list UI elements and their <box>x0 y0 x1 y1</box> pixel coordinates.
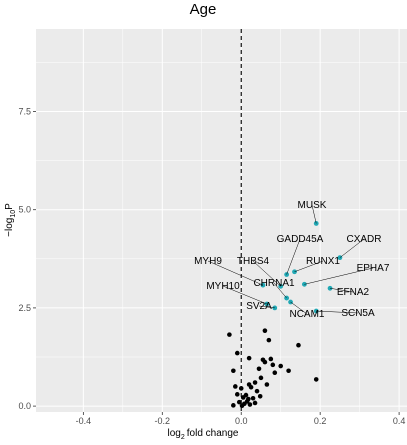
data-point <box>250 395 256 401</box>
data-point <box>270 362 276 368</box>
data-point <box>254 388 260 394</box>
data-point <box>247 402 253 407</box>
y-axis-label-rest: P <box>4 203 15 210</box>
point-label: THBS4 <box>237 256 270 267</box>
x-axis-label: log2 fold change <box>168 428 239 440</box>
data-point <box>233 384 238 389</box>
point-label: NCAM1 <box>289 309 324 320</box>
label-leader-line <box>304 267 374 285</box>
label-leader-line <box>258 305 275 309</box>
data-point <box>234 350 240 356</box>
point-label: GADD45A <box>277 234 324 245</box>
label-leader-line <box>222 285 267 305</box>
point-label: MUSK <box>298 200 327 211</box>
y-tick-label: 0.0 <box>18 401 31 411</box>
data-point <box>258 375 264 381</box>
x-tick-label: 0.2 <box>314 416 327 426</box>
x-tick-label: 0.0 <box>235 416 248 426</box>
data-point <box>286 368 291 374</box>
y-tick-label: 7.5 <box>18 106 31 116</box>
data-point <box>296 342 301 348</box>
y-tick-label: 2.5 <box>18 303 31 313</box>
chart-title: Age <box>190 1 217 18</box>
data-point <box>268 356 274 362</box>
y-tick-label: 5.0 <box>18 205 31 215</box>
label-leader-line <box>286 238 301 275</box>
data-point-significant <box>313 221 319 226</box>
point-label: RUNX1 <box>306 256 340 267</box>
y-axis-label-subscript: 10 <box>10 210 17 218</box>
data-point <box>246 355 252 361</box>
x-axis-label-base: log <box>168 428 181 439</box>
data-point <box>231 403 236 408</box>
point-label: EFNA2 <box>337 287 370 298</box>
x-axis-label-rest: fold change <box>187 428 239 439</box>
point-label: MYH10 <box>206 281 240 292</box>
label-leader-line <box>339 238 365 258</box>
label-leader-line <box>252 260 281 287</box>
y-axis-label-pre: −log <box>4 218 15 237</box>
data-point <box>244 399 250 404</box>
label-leader-line <box>329 288 354 293</box>
data-point <box>264 382 270 387</box>
label-leader-line <box>311 204 317 224</box>
data-point <box>243 392 249 398</box>
data-point <box>231 368 236 374</box>
label-leader-line <box>294 260 324 272</box>
data-point <box>257 393 263 399</box>
point-label: MYH9 <box>194 256 222 267</box>
point-label: SV2A <box>246 301 272 312</box>
data-point <box>278 363 284 369</box>
data-point <box>234 392 240 397</box>
data-point <box>248 384 254 390</box>
x-tick-label: 0.4 <box>393 416 406 426</box>
point-label: CHRNA1 <box>253 278 295 289</box>
data-point <box>252 400 258 406</box>
data-point <box>272 370 278 376</box>
point-label: EPHA7 <box>357 263 390 274</box>
data-point <box>262 359 268 365</box>
point-labels: MUSK CXADR GADD45A RUNX1 THBS4 MYH9 EPHA7 CHRNA… <box>194 200 390 320</box>
data-point <box>313 377 319 382</box>
x-axis-label-subscript: 2 <box>181 434 185 440</box>
point-label: CXADR <box>346 234 381 245</box>
data-point <box>262 328 268 333</box>
data-point <box>236 399 242 405</box>
x-tick-label: -0.4 <box>76 416 92 426</box>
data-point <box>252 380 258 385</box>
label-leader-line <box>273 282 287 299</box>
data-point <box>238 386 244 391</box>
data-point <box>227 332 232 337</box>
data-points <box>227 221 343 409</box>
x-tick-label: -0.2 <box>155 416 171 426</box>
data-point <box>266 337 272 343</box>
plot-panel <box>36 29 407 412</box>
label-leader-line <box>316 310 359 314</box>
label-leader-line <box>290 301 308 315</box>
data-point <box>239 403 245 409</box>
label-leader-line <box>207 260 264 286</box>
data-point <box>256 366 262 372</box>
x-axis-ticks: -0.4 -0.2 0.0 0.2 0.4 <box>76 412 406 426</box>
point-label: SCN5A <box>341 308 375 319</box>
y-axis-label: −log10P <box>4 203 17 237</box>
y-axis-ticks: 0.0 2.5 5.0 7.5 <box>18 106 36 411</box>
